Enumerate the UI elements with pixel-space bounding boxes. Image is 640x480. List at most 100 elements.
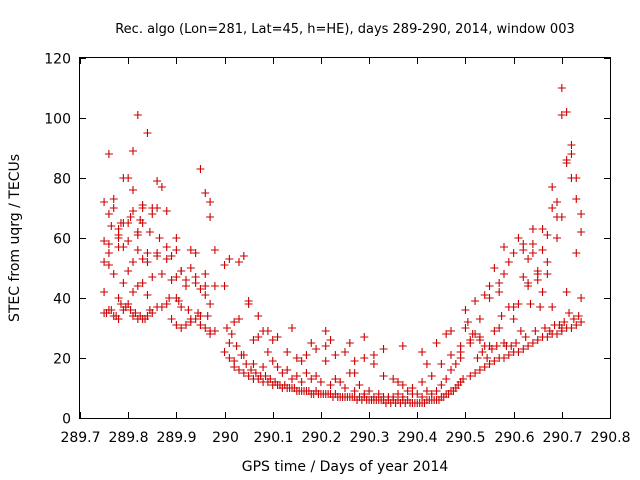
data-point — [572, 249, 581, 257]
data-point — [184, 306, 193, 314]
data-point — [107, 306, 116, 314]
data-point — [102, 309, 111, 317]
data-point — [244, 372, 253, 380]
data-point — [495, 279, 504, 287]
data-point — [201, 270, 210, 278]
data-point — [471, 369, 480, 377]
data-point — [577, 228, 586, 236]
data-point — [509, 303, 518, 311]
data-point — [379, 345, 388, 353]
data-point — [167, 252, 176, 260]
data-point — [225, 339, 234, 347]
data-point — [480, 363, 489, 371]
data-point — [553, 198, 561, 206]
data-point — [341, 384, 349, 392]
data-point — [129, 147, 137, 155]
data-point — [454, 381, 463, 389]
data-point — [112, 312, 121, 320]
data-point — [567, 150, 576, 158]
data-point — [206, 327, 215, 335]
data-point — [434, 396, 443, 404]
data-point — [316, 378, 325, 386]
data-point — [100, 258, 109, 266]
data-point — [360, 333, 369, 341]
data-point — [572, 195, 581, 203]
data-point — [543, 258, 552, 266]
data-point — [413, 390, 422, 398]
data-point — [394, 378, 402, 386]
data-point — [157, 270, 166, 278]
data-point — [177, 267, 186, 275]
data-point — [326, 381, 335, 389]
data-point — [389, 375, 398, 383]
x-tick-label: 289.9 — [156, 430, 196, 446]
data-point — [447, 327, 455, 335]
data-point — [138, 255, 147, 263]
data-point — [263, 348, 272, 356]
data-point — [297, 357, 306, 365]
data-point — [492, 342, 501, 350]
data-point — [350, 387, 359, 395]
data-point — [490, 357, 499, 365]
data-point — [519, 240, 528, 248]
data-point — [145, 228, 154, 236]
data-point — [341, 348, 349, 356]
data-point — [124, 174, 133, 182]
data-point — [261, 372, 270, 380]
data-point — [365, 387, 374, 395]
data-point — [124, 237, 133, 245]
data-point — [468, 330, 477, 338]
data-point — [485, 294, 494, 302]
data-point — [394, 390, 402, 398]
data-point — [528, 249, 537, 257]
data-point — [100, 198, 109, 206]
data-point — [475, 366, 484, 374]
data-point — [350, 369, 359, 377]
data-point — [331, 375, 340, 383]
data-point — [196, 285, 205, 293]
data-point — [172, 234, 181, 242]
data-point — [143, 129, 152, 137]
data-point — [119, 219, 128, 227]
data-point — [545, 327, 554, 335]
data-point — [444, 390, 453, 398]
data-point — [143, 291, 152, 299]
data-point — [174, 297, 183, 305]
data-point — [297, 378, 306, 386]
data-point — [196, 165, 205, 173]
data-point — [206, 300, 215, 308]
data-point — [533, 336, 542, 344]
data-point — [471, 297, 480, 305]
data-point — [485, 360, 494, 368]
data-point — [162, 255, 171, 263]
data-point — [350, 357, 359, 365]
data-point — [557, 84, 566, 92]
data-point — [143, 258, 152, 266]
data-points — [100, 84, 586, 407]
data-point — [162, 207, 171, 215]
data-point — [172, 273, 181, 281]
data-point — [538, 288, 547, 296]
data-point — [524, 342, 533, 350]
data-point — [119, 279, 128, 287]
data-point — [432, 339, 441, 347]
data-point — [485, 342, 494, 350]
data-point — [562, 288, 571, 296]
data-point — [528, 240, 537, 248]
data-point — [312, 372, 321, 380]
data-point — [242, 360, 251, 368]
data-point — [271, 378, 280, 386]
y-tick-label: 120 — [44, 52, 71, 68]
data-point — [259, 363, 268, 371]
data-point — [201, 291, 210, 299]
data-point — [133, 282, 142, 290]
data-point — [389, 393, 398, 401]
data-point — [230, 357, 239, 365]
data-point — [331, 351, 340, 359]
data-point — [538, 225, 547, 233]
data-point — [420, 399, 429, 407]
data-point — [500, 243, 508, 251]
y-tick-label: 100 — [44, 112, 71, 128]
data-point — [220, 261, 229, 269]
data-point — [572, 321, 581, 329]
